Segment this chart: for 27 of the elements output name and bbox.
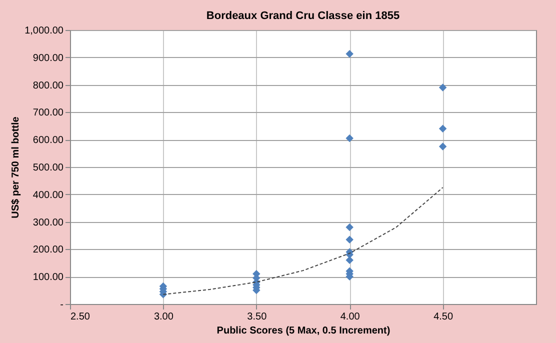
chart-title: Bordeaux Grand Cru Classe ein 1855 [206,10,400,22]
y-tick-label: 700.00 [32,108,64,119]
point [346,50,354,58]
point [346,134,354,142]
y-tick-label: 500.00 [32,162,64,174]
point [346,223,354,232]
y-tick-label: 1,000.00 [24,26,64,36]
x-tick-label: 2.50 [70,312,90,322]
point [438,124,447,133]
y-tick-label: 100.00 [32,272,64,284]
x-tick-label: 4.00 [340,312,360,322]
y-tick-label: 800.00 [32,80,64,92]
point [346,256,354,264]
y-axis-title: US$ per 750 ml bottle [10,116,22,218]
y-tick-label: 900.00 [32,52,64,64]
x-tick-label: 3.00 [154,312,174,322]
x-tick-label: 4.50 [434,312,454,322]
y-tick-label: 600.00 [32,135,64,146]
y-tick-label: 300.00 [32,217,64,228]
point [438,84,447,92]
x-tick-label: 3.50 [247,312,268,322]
y-tick-label: - [60,300,64,310]
y-tick-label: 200.00 [32,244,64,256]
y-tick-label: 400.00 [32,190,64,201]
x-axis-title: Public Scores (5 Max, 0.5 Increment) [216,326,390,336]
point [438,142,447,150]
point [346,236,354,244]
